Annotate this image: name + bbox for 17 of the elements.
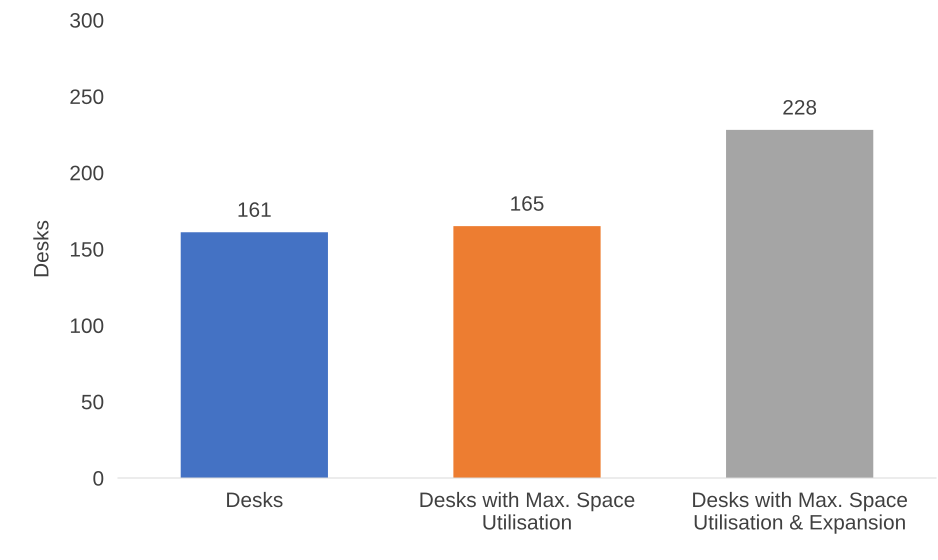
x-tick-label: Desks with Max. Space Utilisation	[420, 492, 634, 530]
x-tick-label: Desks	[227, 492, 283, 508]
data-label: 228	[783, 100, 816, 115]
x-tick-label: Desks with Max. Space Utilisation & Expansion	[693, 492, 907, 534]
y-tick-label: 50	[82, 394, 104, 410]
y-tick-label: 100	[70, 318, 104, 334]
bar	[453, 226, 601, 478]
data-label: 161	[238, 202, 271, 217]
y-axis-title: Desks	[33, 220, 49, 276]
y-tick-label: 0	[93, 471, 104, 486]
data-label: 165	[511, 196, 544, 211]
y-tick-label: 150	[70, 242, 104, 257]
y-tick-label: 200	[70, 166, 104, 180]
bar	[726, 130, 874, 478]
y-tick-label: 300	[70, 13, 104, 28]
y-tick-label: 250	[70, 89, 104, 104]
bar	[180, 232, 328, 478]
